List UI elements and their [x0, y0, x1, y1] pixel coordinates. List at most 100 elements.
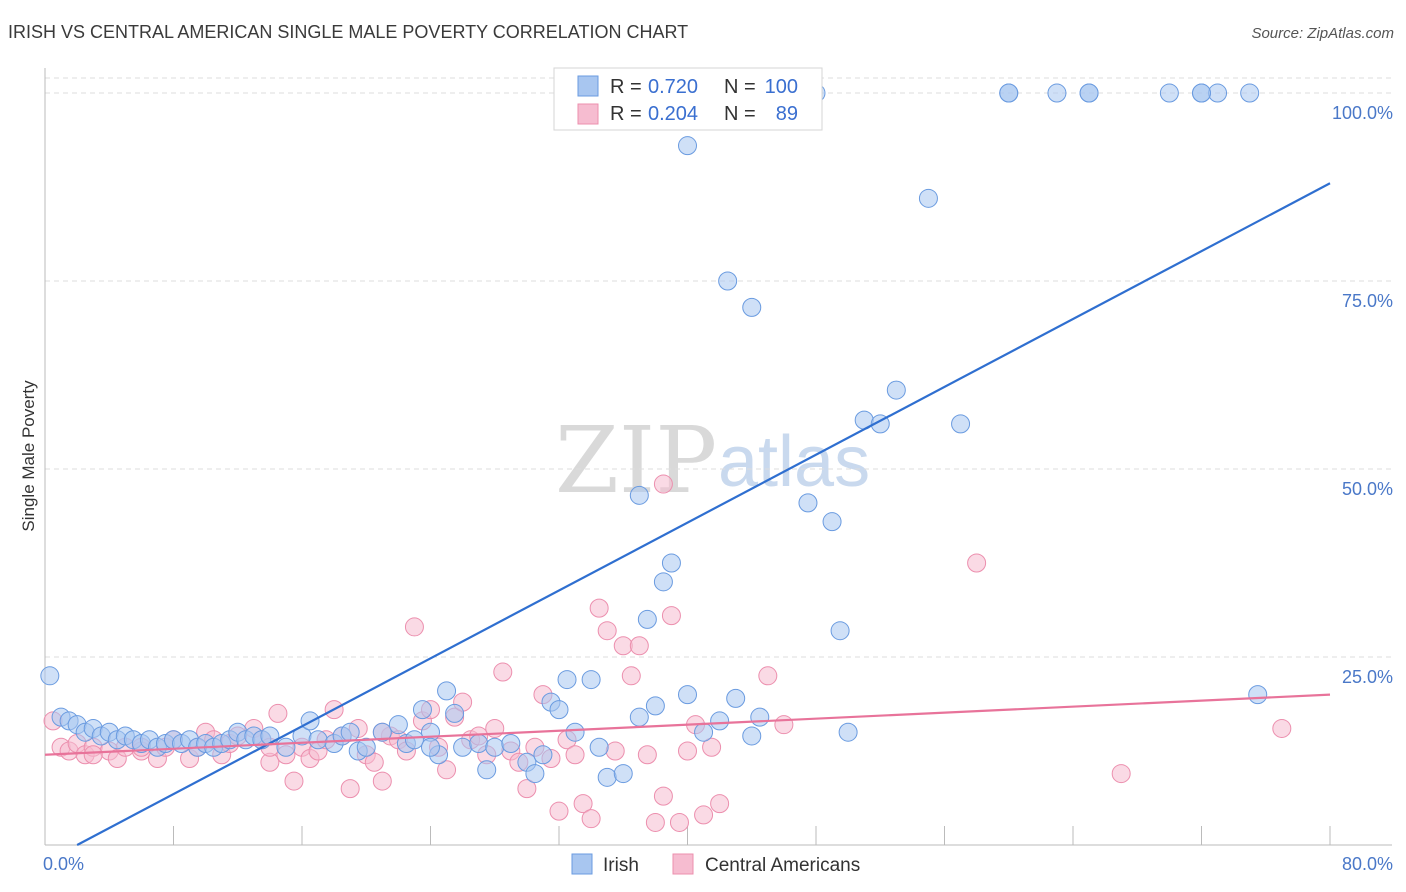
- central-americans-point: [493, 662, 513, 682]
- irish-point: [356, 737, 376, 757]
- irish-point: [477, 760, 497, 780]
- irish-point: [830, 621, 850, 641]
- central-americans-trend-line: [44, 693, 1331, 756]
- bottom-legend-irish: Irish: [603, 855, 639, 876]
- irish-point: [629, 707, 649, 727]
- central-americans-point: [653, 474, 673, 494]
- irish-point: [1079, 83, 1099, 103]
- central-americans-point: [372, 771, 392, 791]
- central-americans-point: [694, 805, 714, 825]
- irish-point: [533, 745, 553, 765]
- y-tick-label: 50.0%: [1342, 479, 1393, 499]
- x-tick-label: 0.0%: [43, 854, 84, 874]
- irish-point: [822, 512, 842, 532]
- legend-n-label-irish: N =: [724, 76, 756, 98]
- y-tick-labels: 25.0% 50.0% 75.0% 100.0%: [1332, 103, 1393, 687]
- irish-point: [589, 737, 609, 757]
- central-americans-point: [268, 703, 288, 723]
- chart-source: Source: ZipAtlas.com: [1251, 25, 1394, 42]
- irish-point: [549, 700, 569, 720]
- y-tick-label: 100.0%: [1332, 103, 1393, 123]
- central-americans-point: [340, 779, 360, 799]
- irish-point: [1047, 83, 1067, 103]
- irish-point: [918, 188, 938, 208]
- irish-point: [1248, 685, 1268, 705]
- irish-point: [412, 700, 432, 720]
- central-americans-point: [605, 741, 625, 761]
- grid-lines: [45, 77, 1392, 658]
- x-tick-labels: 0.0% 80.0%: [43, 854, 1393, 874]
- irish-point: [469, 733, 489, 753]
- irish-point: [750, 707, 770, 727]
- legend-box: [553, 67, 823, 131]
- irish-point: [718, 271, 738, 291]
- central-americans-point: [589, 598, 609, 618]
- irish-point: [661, 553, 681, 573]
- irish-point: [276, 737, 296, 757]
- central-americans-point: [774, 715, 794, 735]
- irish-point: [678, 136, 697, 156]
- legend-n-value-irish: 100: [765, 76, 798, 98]
- y-tick-label: 25.0%: [1342, 667, 1393, 687]
- chart-title: IRISH VS CENTRAL AMERICAN SINGLE MALE PO…: [8, 22, 688, 42]
- central-americans-point: [661, 606, 681, 626]
- central-americans-point: [437, 760, 457, 780]
- irish-trend-line: [76, 182, 1331, 846]
- legend: R = 0.720 N = 100 R = 0.204 N = 89: [553, 67, 823, 131]
- central-americans-point: [702, 737, 722, 757]
- legend-n-label-central: N =: [724, 103, 756, 125]
- axes: [44, 68, 1392, 846]
- legend-r-value-irish: 0.720: [648, 76, 698, 98]
- irish-point: [597, 767, 617, 787]
- irish-point: [372, 722, 392, 742]
- bottom-legend-swatch-irish: [571, 853, 593, 875]
- central-americans-point: [758, 666, 778, 686]
- irish-point: [40, 666, 60, 686]
- legend-r-label-irish: R =: [610, 76, 642, 98]
- irish-point: [421, 737, 440, 757]
- watermark-atlas: atlas: [718, 422, 870, 502]
- irish-point: [340, 722, 360, 742]
- irish-point: [437, 681, 457, 701]
- irish-point: [1240, 83, 1260, 103]
- central-americans-point: [678, 741, 697, 761]
- central-americans-point: [549, 801, 569, 821]
- irish-point: [404, 730, 424, 750]
- irish-point: [1208, 83, 1228, 103]
- irish-point: [565, 722, 585, 742]
- central-americans-point: [284, 771, 304, 791]
- trend-lines: [44, 182, 1331, 846]
- legend-swatch-central: [577, 103, 599, 125]
- central-americans-point: [629, 636, 649, 656]
- irish-point: [999, 83, 1019, 103]
- irish-point: [1192, 83, 1211, 103]
- irish-point: [445, 703, 465, 723]
- central-americans-point: [404, 617, 424, 637]
- irish-point: [742, 726, 762, 746]
- irish-point: [710, 711, 730, 731]
- central-americans-point: [517, 779, 537, 799]
- central-americans-point: [83, 745, 103, 765]
- irish-point: [485, 737, 505, 757]
- y-tick-label: 75.0%: [1342, 291, 1393, 311]
- irish-point: [645, 696, 665, 716]
- irish-point: [629, 485, 649, 505]
- irish-point: [557, 670, 577, 690]
- irish-point: [951, 414, 971, 434]
- irish-point: [742, 297, 762, 317]
- legend-n-value-central: 89: [776, 103, 798, 125]
- irish-point: [1159, 83, 1179, 103]
- central-americans-point: [669, 812, 689, 832]
- y-axis-label: Single Male Poverty: [19, 380, 38, 532]
- irish-point: [726, 688, 746, 708]
- central-americans-point: [364, 752, 384, 772]
- central-americans-point: [565, 745, 585, 765]
- irish-point: [838, 722, 858, 742]
- irish-point: [886, 380, 906, 400]
- irish-point: [798, 493, 818, 513]
- central-americans-point: [573, 794, 593, 814]
- irish-point: [613, 764, 633, 784]
- legend-r-label-central: R =: [610, 103, 642, 125]
- watermark: ZIP atlas: [555, 407, 870, 514]
